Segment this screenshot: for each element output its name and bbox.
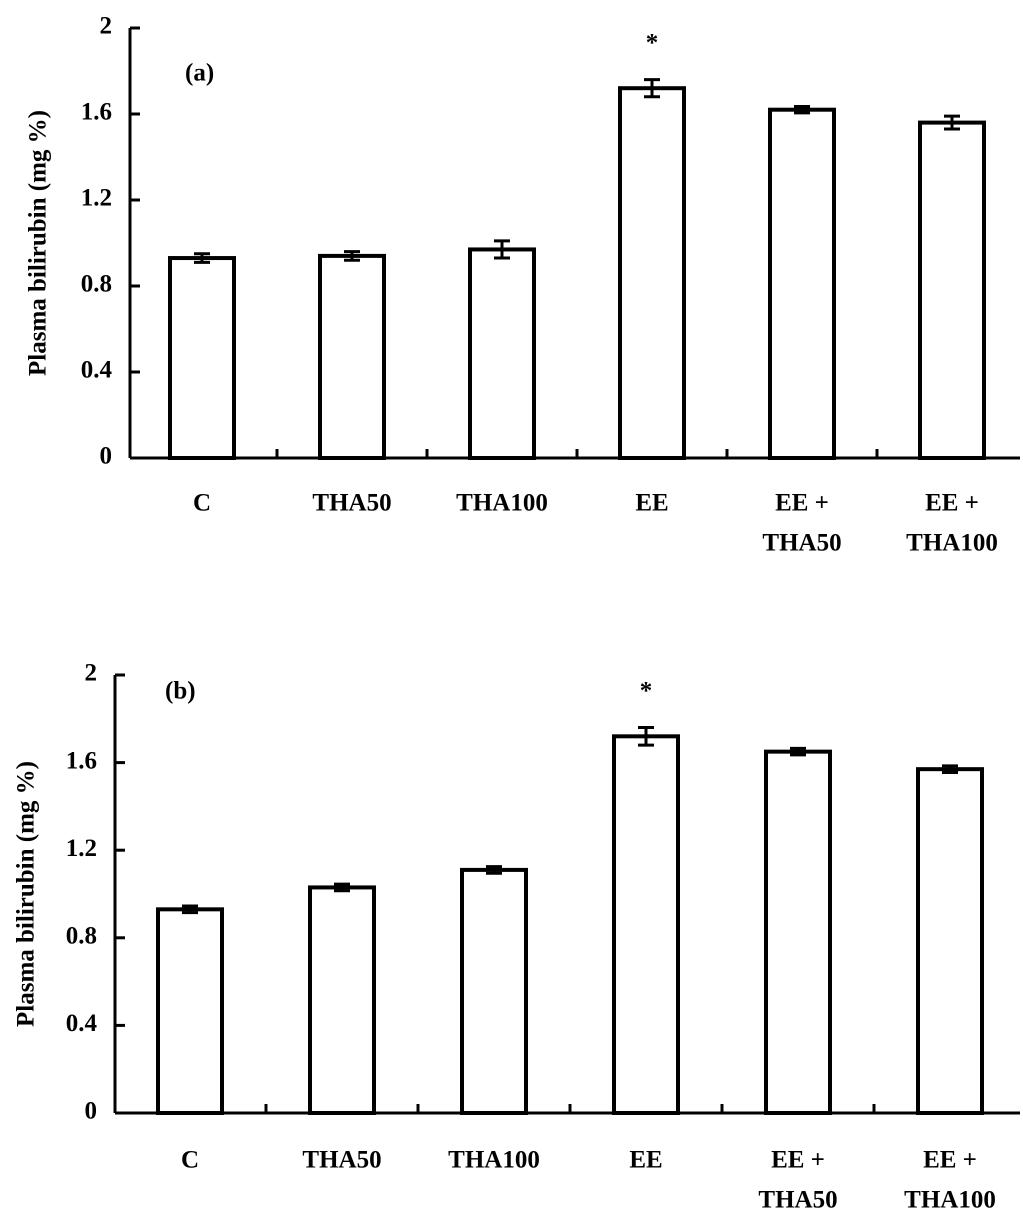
significance-marker: * xyxy=(646,29,659,56)
x-tick-label: EE xyxy=(629,1147,662,1174)
x-tick-label: C xyxy=(193,490,211,517)
y-tick-label: 0 xyxy=(85,1098,98,1125)
bar xyxy=(770,110,834,458)
x-tick-label: C xyxy=(181,1147,199,1174)
y-tick-label: 1.2 xyxy=(66,835,97,862)
bar xyxy=(170,258,234,458)
y-tick-label: 0.8 xyxy=(66,923,97,950)
figure: 0 0.4 0.8 1.2 1.6 2 Plasma bilirubin (mg %) (a)… xyxy=(0,0,1023,1215)
page: 0 0.4 0.8 1.2 1.6 2 Plasma bilirubin (mg %) (a)… xyxy=(0,0,1023,1215)
bar xyxy=(614,736,678,1113)
x-tick-label: THA50 xyxy=(758,1187,837,1214)
y-tick-label: 0.4 xyxy=(66,1010,98,1037)
y-axis-label: Plasma bilirubin (mg %) xyxy=(25,110,52,376)
bar xyxy=(158,909,222,1113)
x-tick-label: THA100 xyxy=(456,490,548,517)
bar xyxy=(462,870,526,1113)
panel-label: (a) xyxy=(185,60,214,87)
bar xyxy=(320,256,384,458)
y-tick-label: 2 xyxy=(85,660,98,687)
y-tick-label: 0 xyxy=(100,443,113,470)
bar xyxy=(766,752,830,1113)
x-tick-label: EE + xyxy=(925,490,979,517)
x-tick-label: EE + xyxy=(771,1147,825,1174)
significance-marker: * xyxy=(640,677,653,704)
x-tick-label: THA50 xyxy=(302,1147,381,1174)
bar xyxy=(920,123,984,458)
bar xyxy=(310,887,374,1113)
x-tick-label: EE + xyxy=(923,1147,977,1174)
y-axis-label: Plasma bilirubin (mg %) xyxy=(13,761,40,1027)
x-tick-label: EE + xyxy=(775,490,829,517)
x-tick-label: THA100 xyxy=(904,1187,996,1214)
y-tick-label: 0.4 xyxy=(81,357,113,384)
y-tick-label: 1.6 xyxy=(81,99,112,126)
y-tick-label: 1.2 xyxy=(81,185,112,212)
panel-label: (b) xyxy=(165,678,196,705)
x-tick-label: THA100 xyxy=(448,1147,540,1174)
x-tick-label: THA100 xyxy=(906,530,998,557)
bar xyxy=(470,249,534,458)
x-tick-label: EE xyxy=(635,490,668,517)
bar xyxy=(620,88,684,458)
x-tick-label: THA50 xyxy=(312,490,391,517)
x-tick-label: THA50 xyxy=(762,530,841,557)
y-tick-label: 1.6 xyxy=(66,747,97,774)
y-tick-label: 0.8 xyxy=(81,271,112,298)
bar xyxy=(918,769,982,1113)
y-tick-label: 2 xyxy=(100,13,113,40)
